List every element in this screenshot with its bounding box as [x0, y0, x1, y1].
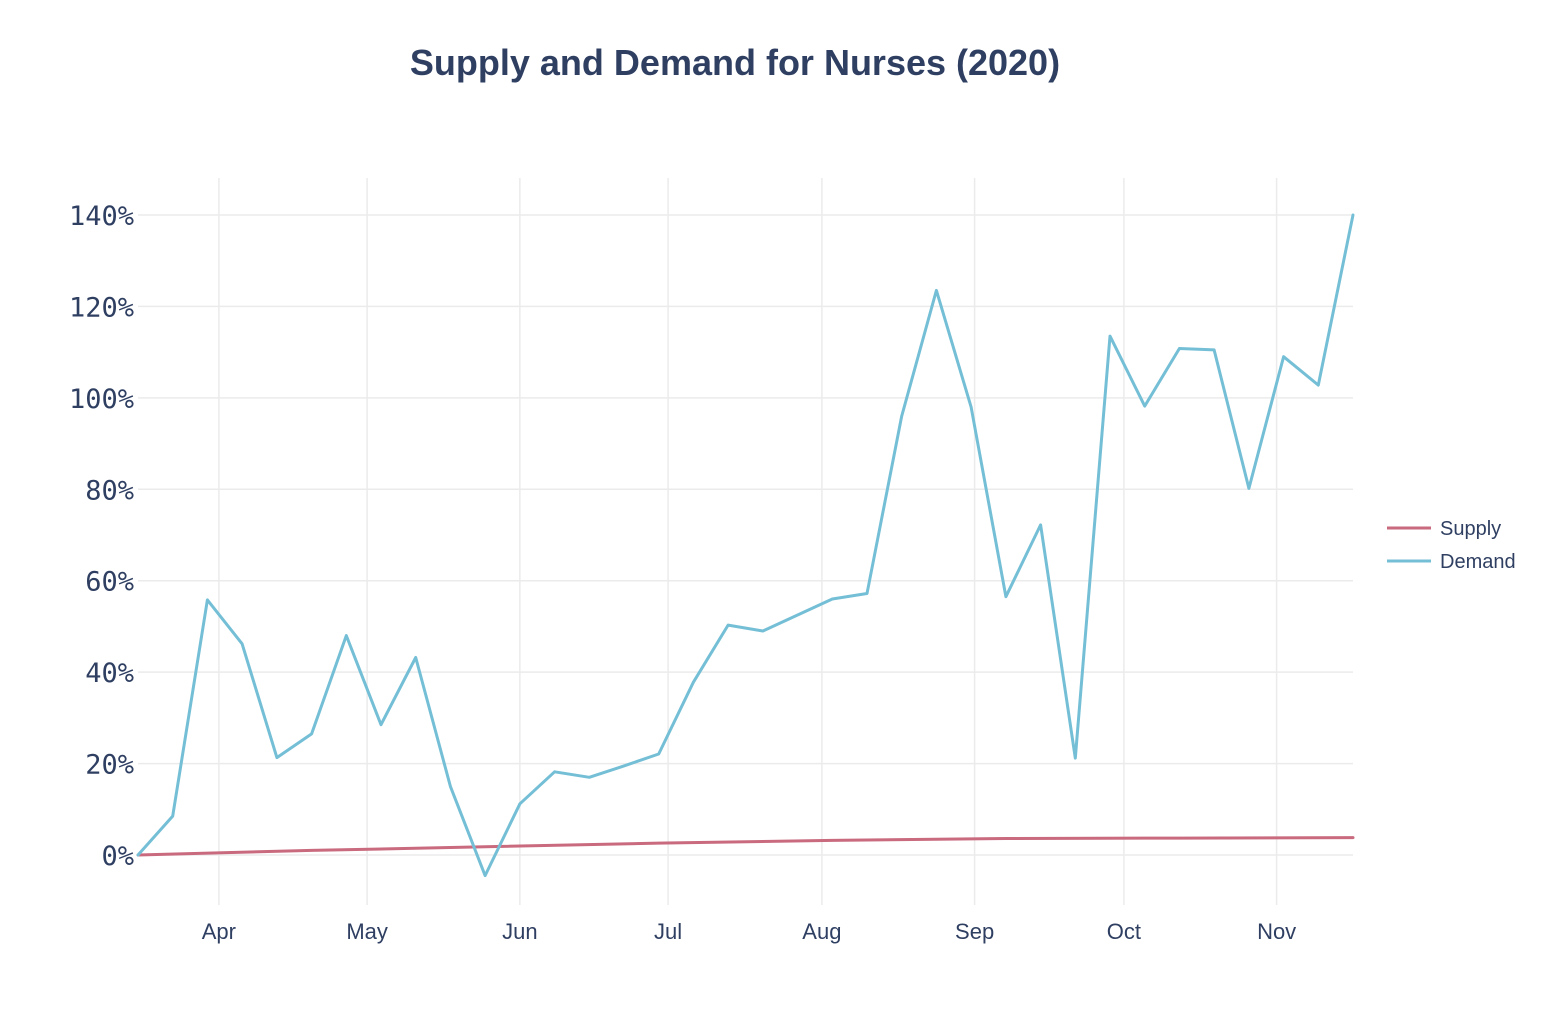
x-tick-label: Oct — [1107, 919, 1141, 944]
y-tick-label: 80% — [85, 475, 134, 506]
supply-data-point — [657, 841, 660, 845]
demand-data-point — [865, 592, 869, 595]
demand-data-point — [171, 814, 174, 818]
x-tick-label: Nov — [1257, 919, 1296, 944]
supply-data-point — [310, 849, 313, 852]
demand-data-point — [1351, 213, 1355, 217]
demand-data-point — [1108, 334, 1112, 338]
demand-data-point — [310, 732, 313, 736]
demand-data-point — [692, 681, 695, 684]
y-tick-label: 20% — [85, 750, 134, 781]
demand-data-point — [1178, 347, 1181, 350]
demand-data-point — [1247, 487, 1251, 490]
demand-data-point — [1282, 355, 1285, 358]
demand-data-point — [726, 623, 730, 627]
y-tick-label: 100% — [69, 384, 134, 415]
chart-title: Supply and Demand for Nurses (2020) — [410, 42, 1060, 83]
demand-data-point — [275, 756, 279, 759]
demand-series-line — [136, 213, 1355, 878]
x-axis-ticks: Apr May Jun Jul Aug Sep Oct Nov — [202, 919, 1296, 944]
demand-data-point — [414, 656, 417, 659]
demand-data-point — [1039, 523, 1042, 527]
supply-data-point — [483, 845, 487, 848]
series-lines — [136, 213, 1355, 878]
demand-data-point — [1004, 595, 1008, 598]
demand-data-point — [761, 629, 765, 633]
demand-data-point — [900, 414, 903, 418]
x-tick-label: Sep — [955, 919, 994, 944]
demand-data-point — [136, 853, 140, 857]
supply-data-point — [1178, 836, 1181, 840]
x-tick-label: May — [346, 919, 388, 944]
supply-series-line — [136, 836, 1355, 857]
demand-data-point — [345, 634, 348, 637]
demand-data-point — [1212, 348, 1216, 352]
x-tick-label: Apr — [202, 919, 236, 944]
demand-data-point — [1317, 383, 1320, 387]
y-tick-label: 120% — [69, 292, 134, 323]
demand-data-point — [553, 770, 556, 773]
demand-data-point — [483, 874, 487, 877]
demand-data-point — [622, 764, 626, 768]
gridlines — [138, 178, 1353, 905]
demand-data-point — [969, 405, 973, 409]
legend-label: Demand — [1440, 551, 1516, 573]
y-tick-label: 60% — [85, 567, 134, 598]
demand-data-point — [1074, 756, 1077, 760]
demand-data-point — [588, 776, 591, 779]
demand-data-point — [657, 752, 660, 756]
legend-label: Supply — [1440, 518, 1501, 540]
demand-data-point — [379, 723, 383, 726]
supply-data-point — [1004, 837, 1008, 840]
demand-data-point — [518, 802, 522, 805]
demand-data-point — [240, 642, 244, 645]
x-tick-label: Jun — [502, 919, 537, 944]
y-tick-label: 0% — [101, 841, 134, 872]
y-tick-label: 40% — [85, 658, 134, 689]
y-axis-ticks: 0% 20% 40% 60% 80% 100% 120% 140% — [69, 201, 134, 872]
supply-data-point — [831, 839, 834, 842]
demand-data-point — [206, 598, 209, 602]
y-tick-label: 140% — [69, 201, 134, 232]
demand-data-point — [831, 597, 834, 601]
demand-data-point — [1143, 404, 1146, 408]
legend-item-supply[interactable]: Supply — [1387, 518, 1501, 540]
demand-data-point — [449, 785, 452, 788]
demand-data-point — [935, 289, 938, 292]
x-tick-label: Aug — [802, 919, 841, 944]
x-tick-label: Jul — [654, 919, 682, 944]
supply-data-point — [1351, 836, 1355, 839]
legend[interactable]: Supply Demand — [1387, 518, 1516, 573]
legend-item-demand[interactable]: Demand — [1387, 551, 1516, 573]
demand-data-point — [796, 613, 799, 617]
